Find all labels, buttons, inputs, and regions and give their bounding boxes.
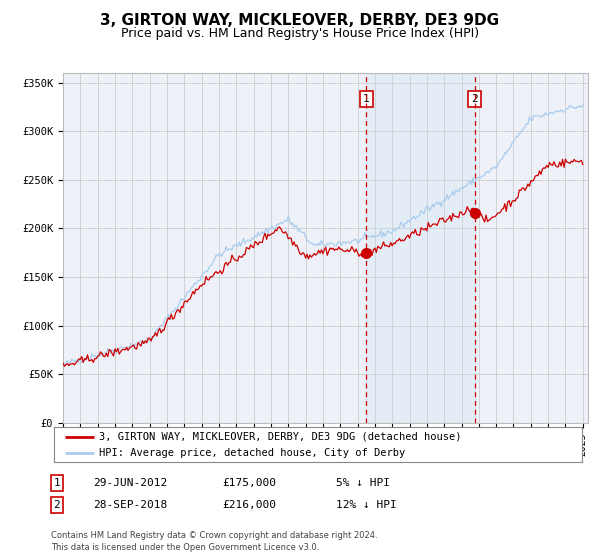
Text: 2: 2 xyxy=(53,500,61,510)
Text: Contains HM Land Registry data © Crown copyright and database right 2024.: Contains HM Land Registry data © Crown c… xyxy=(51,531,377,540)
Text: 1: 1 xyxy=(363,94,370,104)
Text: 3, GIRTON WAY, MICKLEOVER, DERBY, DE3 9DG (detached house): 3, GIRTON WAY, MICKLEOVER, DERBY, DE3 9D… xyxy=(99,432,461,442)
Text: 29-JUN-2012: 29-JUN-2012 xyxy=(93,478,167,488)
Text: This data is licensed under the Open Government Licence v3.0.: This data is licensed under the Open Gov… xyxy=(51,543,319,552)
Text: HPI: Average price, detached house, City of Derby: HPI: Average price, detached house, City… xyxy=(99,448,405,458)
Text: £175,000: £175,000 xyxy=(222,478,276,488)
Text: 5% ↓ HPI: 5% ↓ HPI xyxy=(336,478,390,488)
Text: 28-SEP-2018: 28-SEP-2018 xyxy=(93,500,167,510)
Text: 2: 2 xyxy=(471,94,478,104)
Text: Price paid vs. HM Land Registry's House Price Index (HPI): Price paid vs. HM Land Registry's House … xyxy=(121,27,479,40)
Text: 1: 1 xyxy=(53,478,61,488)
Text: 12% ↓ HPI: 12% ↓ HPI xyxy=(336,500,397,510)
Bar xyxy=(366,73,475,423)
Text: £216,000: £216,000 xyxy=(222,500,276,510)
Text: 3, GIRTON WAY, MICKLEOVER, DERBY, DE3 9DG: 3, GIRTON WAY, MICKLEOVER, DERBY, DE3 9D… xyxy=(100,13,500,28)
